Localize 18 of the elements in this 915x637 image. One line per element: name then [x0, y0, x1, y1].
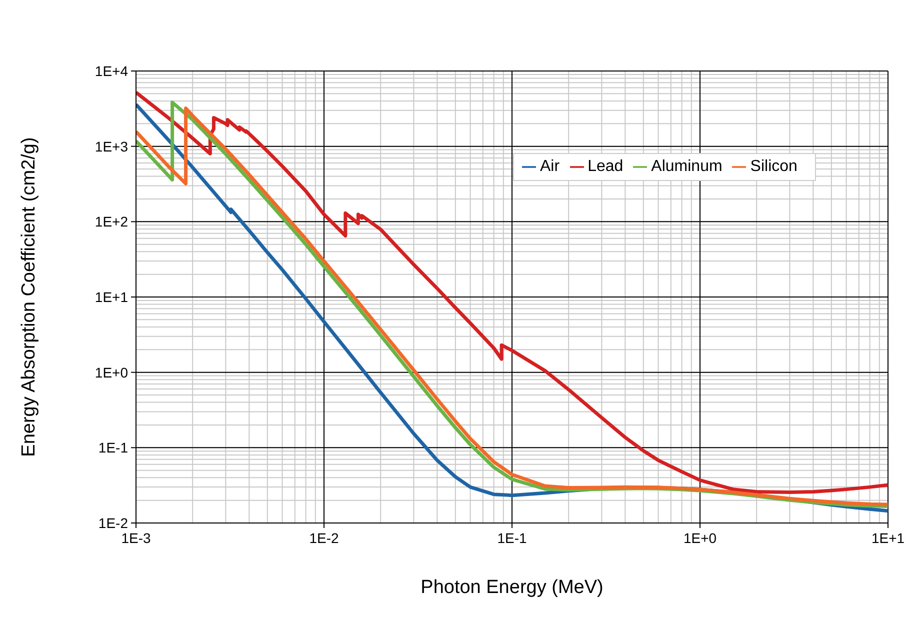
y-tick-label: 1E-1	[98, 440, 128, 456]
y-tick-label: 1E-2	[98, 515, 128, 531]
legend-label: Lead	[588, 158, 624, 175]
y-tick-label: 1E+1	[94, 289, 128, 305]
y-axis-title: Energy Absorption Coefficient (cm2/g)	[18, 137, 40, 457]
legend-label: Silicon	[750, 158, 798, 175]
y-tick-label: 1E+0	[94, 364, 128, 380]
x-tick-label: 1E-1	[497, 530, 527, 546]
legend-label: Aluminum	[651, 158, 722, 175]
x-tick-label: 1E+0	[683, 530, 717, 546]
y-tick-label: 1E+3	[94, 138, 128, 154]
y-tick-label: 1E+4	[94, 63, 128, 79]
x-tick-label: 1E-3	[121, 530, 151, 546]
x-tick-label: 1E+1	[871, 530, 905, 546]
y-tick-label: 1E+2	[94, 214, 128, 230]
x-tick-label: 1E-2	[309, 530, 339, 546]
legend-label: Air	[540, 158, 560, 175]
x-axis-title: Photon Energy (MeV)	[420, 577, 604, 598]
